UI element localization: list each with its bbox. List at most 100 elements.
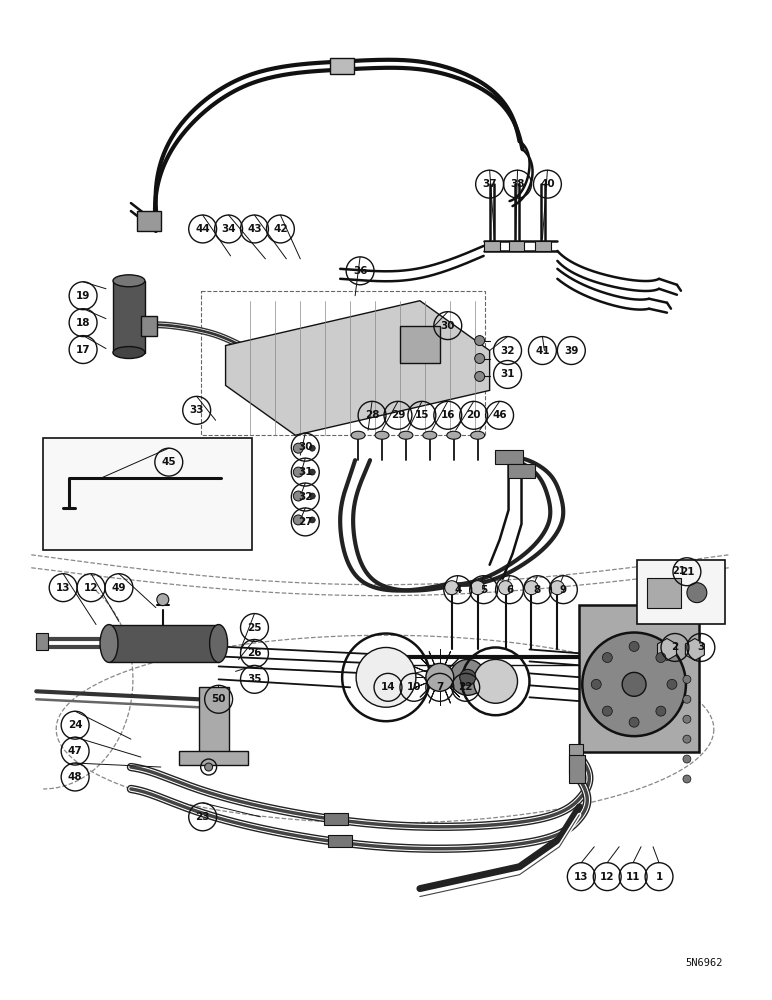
Circle shape (475, 336, 485, 346)
Bar (637, 560, 725, 624)
Bar (328, 835, 352, 847)
Text: 32: 32 (500, 346, 515, 356)
Bar (324, 813, 348, 825)
Text: 3: 3 (697, 642, 705, 652)
Bar (579, 605, 699, 752)
Text: 23: 23 (195, 812, 210, 822)
Text: 9: 9 (560, 585, 567, 595)
Circle shape (622, 672, 646, 696)
Polygon shape (225, 301, 489, 435)
Text: 20: 20 (466, 410, 481, 420)
Circle shape (667, 679, 677, 689)
Text: 21: 21 (672, 566, 686, 576)
Text: 30: 30 (298, 442, 313, 452)
Text: 47: 47 (68, 746, 83, 756)
Circle shape (310, 517, 315, 523)
Circle shape (471, 581, 485, 595)
Circle shape (656, 706, 666, 716)
Bar (179, 751, 249, 765)
Circle shape (474, 659, 517, 703)
Circle shape (499, 581, 513, 595)
Bar (141, 316, 157, 336)
Bar (495, 450, 523, 464)
Circle shape (293, 491, 303, 501)
Text: 18: 18 (76, 318, 90, 328)
Text: 46: 46 (493, 410, 507, 420)
Bar (198, 687, 229, 757)
Text: 49: 49 (112, 583, 126, 593)
Text: 44: 44 (195, 224, 210, 234)
Bar (483, 241, 499, 251)
Text: 25: 25 (247, 623, 262, 633)
Ellipse shape (471, 431, 485, 439)
Circle shape (591, 679, 601, 689)
Circle shape (205, 763, 212, 771)
Text: 26: 26 (247, 648, 262, 658)
Text: 29: 29 (391, 410, 405, 420)
Circle shape (293, 467, 303, 477)
Circle shape (310, 445, 315, 451)
Text: 12: 12 (84, 583, 98, 593)
Text: 5: 5 (480, 585, 487, 595)
Text: 21: 21 (679, 567, 694, 577)
Text: 39: 39 (564, 346, 578, 356)
Text: 12: 12 (600, 872, 615, 882)
Text: 48: 48 (68, 772, 83, 782)
Circle shape (157, 594, 169, 606)
Text: 6: 6 (506, 585, 513, 595)
Circle shape (683, 695, 691, 703)
Circle shape (524, 581, 538, 595)
Bar (113, 281, 145, 353)
Text: 50: 50 (212, 694, 226, 704)
Text: 31: 31 (298, 467, 313, 477)
Circle shape (445, 581, 459, 595)
Ellipse shape (113, 347, 145, 359)
Bar (569, 755, 585, 783)
Text: 13: 13 (574, 872, 588, 882)
Ellipse shape (210, 625, 228, 662)
Circle shape (629, 717, 639, 727)
Text: 13: 13 (56, 583, 70, 593)
Bar (400, 326, 440, 363)
Circle shape (426, 663, 454, 691)
Circle shape (687, 583, 707, 603)
Circle shape (683, 715, 691, 723)
Circle shape (475, 354, 485, 363)
Circle shape (683, 675, 691, 683)
Circle shape (602, 706, 612, 716)
Text: 33: 33 (189, 405, 204, 415)
Ellipse shape (399, 431, 413, 439)
Text: 32: 32 (298, 492, 313, 502)
Circle shape (683, 775, 691, 783)
Text: 17: 17 (76, 345, 90, 355)
Text: 40: 40 (540, 179, 555, 189)
Text: 16: 16 (441, 410, 455, 420)
Bar (647, 578, 681, 608)
Circle shape (475, 371, 485, 381)
Text: 22: 22 (459, 682, 473, 692)
Ellipse shape (351, 431, 365, 439)
Ellipse shape (447, 431, 461, 439)
Text: 19: 19 (76, 291, 90, 301)
Text: 31: 31 (500, 369, 515, 379)
Text: 42: 42 (273, 224, 288, 234)
Text: 27: 27 (298, 517, 313, 527)
Text: 11: 11 (626, 872, 640, 882)
Text: 34: 34 (222, 224, 236, 234)
Circle shape (450, 659, 486, 695)
Text: 28: 28 (365, 410, 379, 420)
Text: 4: 4 (454, 585, 462, 595)
Bar (36, 633, 48, 650)
Text: 8: 8 (533, 585, 541, 595)
Polygon shape (156, 62, 523, 231)
Ellipse shape (375, 431, 389, 439)
Bar (509, 241, 524, 251)
Text: 14: 14 (381, 682, 395, 692)
Circle shape (550, 581, 564, 595)
Circle shape (310, 493, 315, 499)
Circle shape (293, 443, 303, 453)
Bar (137, 211, 161, 231)
Bar (330, 58, 354, 74)
Circle shape (683, 755, 691, 763)
Circle shape (293, 515, 303, 525)
